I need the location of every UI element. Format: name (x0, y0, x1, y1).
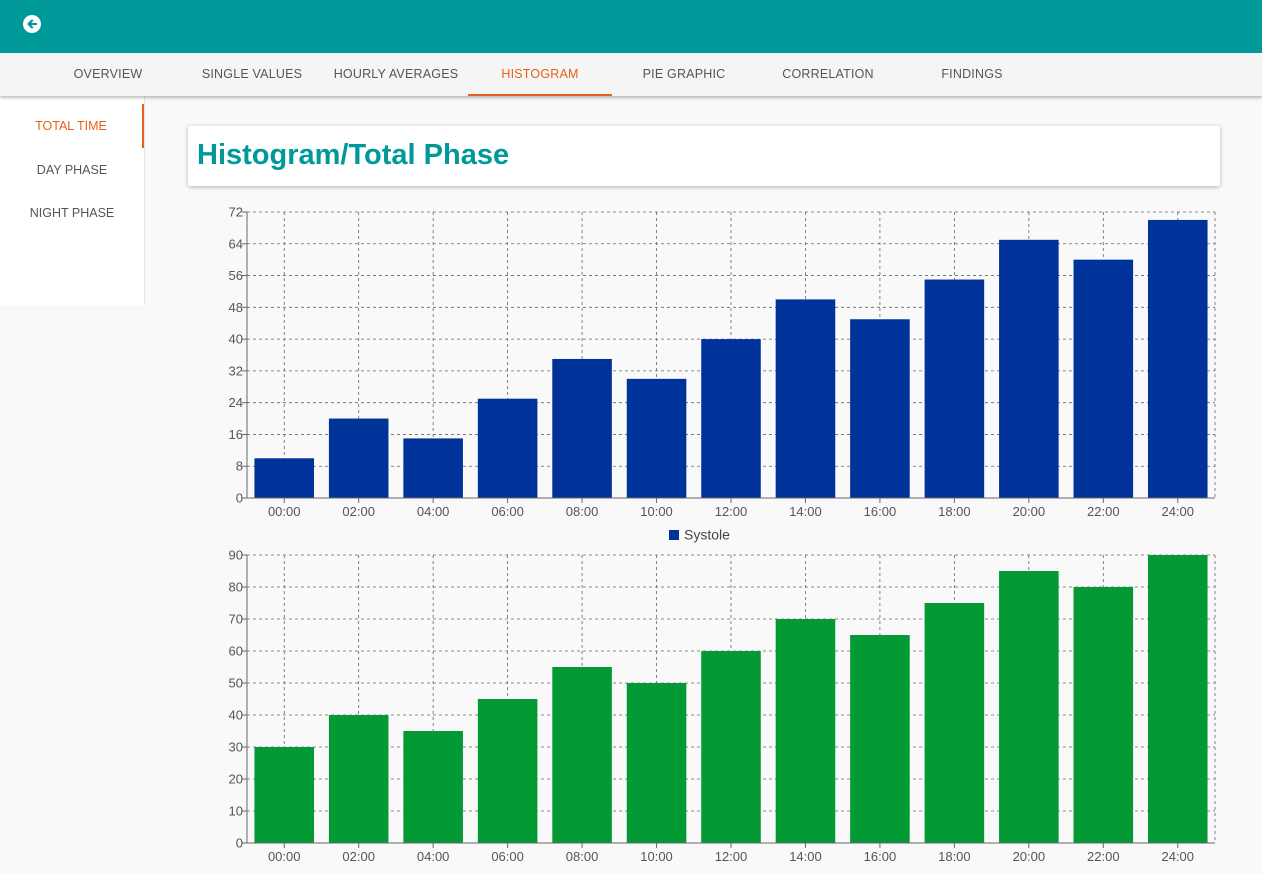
y-tick-label: 70 (229, 612, 243, 627)
tab-pie-graphic[interactable]: PIE GRAPHIC (642, 67, 726, 81)
x-tick-label: 12:00 (715, 504, 748, 519)
bar (1147, 219, 1208, 498)
y-tick-label: 32 (229, 363, 243, 378)
bar (403, 438, 463, 498)
bar (924, 603, 985, 843)
tab-correlation[interactable]: CORRELATION (782, 67, 874, 81)
bar (477, 398, 538, 498)
x-tick-label: 00:00 (268, 504, 301, 519)
x-tick-label: 06:00 (491, 504, 524, 519)
y-tick-label: 50 (229, 676, 243, 691)
bar (1073, 259, 1134, 498)
x-tick-label: 24:00 (1161, 504, 1194, 519)
page-title: Histogram/Total Phase (197, 139, 510, 171)
bar (775, 619, 836, 843)
y-tick-label: 72 (229, 205, 243, 220)
x-tick-label: 20:00 (1013, 849, 1046, 864)
x-tick-label: 04:00 (417, 849, 450, 864)
bar (775, 299, 836, 498)
x-tick-label: 16:00 (864, 504, 897, 519)
y-tick-label: 0 (236, 491, 243, 506)
y-tick-label: 8 (236, 459, 243, 474)
x-tick-label: 24:00 (1161, 849, 1194, 864)
x-tick-label: 08:00 (566, 849, 599, 864)
x-tick-label: 00:00 (268, 849, 301, 864)
tab-bar: OVERVIEW SINGLE VALUES HOURLY AVERAGES H… (0, 53, 1262, 96)
x-tick-label: 06:00 (491, 849, 524, 864)
y-tick-label: 30 (229, 740, 243, 755)
y-tick-label: 40 (229, 332, 243, 347)
tab-overview[interactable]: OVERVIEW (73, 67, 143, 81)
y-tick-label: 60 (229, 644, 243, 659)
x-tick-label: 16:00 (864, 849, 897, 864)
bar (328, 715, 389, 843)
y-tick-label: 0 (236, 836, 243, 851)
legend-label: Systole (684, 527, 730, 543)
bar (999, 571, 1059, 843)
y-tick-label: 20 (229, 772, 243, 787)
bar (999, 239, 1059, 499)
page-title-card: Histogram/Total Phase (188, 126, 1220, 186)
tab-findings[interactable]: FINDINGS (941, 67, 1003, 81)
x-tick-label: 02:00 (342, 504, 375, 519)
y-tick-label: 64 (229, 236, 243, 251)
x-tick-label: 02:00 (342, 849, 375, 864)
bar (552, 667, 612, 843)
bar (626, 683, 687, 843)
x-tick-label: 12:00 (715, 849, 748, 864)
y-tick-label: 48 (229, 300, 243, 315)
tab-hourly-averages[interactable]: HOURLY AVERAGES (333, 67, 459, 81)
bar (403, 731, 463, 843)
x-tick-label: 14:00 (789, 849, 822, 864)
sidebar-item-day-phase[interactable]: DAY PHASE (36, 163, 108, 177)
app-bar (0, 0, 1262, 53)
bar (477, 699, 538, 843)
y-tick-label: 10 (229, 804, 243, 819)
y-tick-label: 80 (229, 580, 243, 595)
x-tick-label: 20:00 (1013, 504, 1046, 519)
tab-histogram[interactable]: HISTOGRAM (468, 53, 612, 96)
x-tick-label: 22:00 (1087, 504, 1120, 519)
y-tick-label: 56 (229, 268, 243, 283)
x-tick-label: 10:00 (640, 504, 673, 519)
sidebar-item-night-phase[interactable]: NIGHT PHASE (29, 206, 115, 220)
back-button[interactable] (23, 15, 41, 33)
y-tick-label: 90 (229, 548, 243, 563)
y-tick-label: 40 (229, 708, 243, 723)
bar (701, 339, 761, 498)
bar (1073, 587, 1134, 843)
bar (626, 378, 687, 498)
x-tick-label: 22:00 (1087, 849, 1120, 864)
x-tick-label: 18:00 (938, 849, 971, 864)
bar (254, 747, 315, 843)
legend-swatch (669, 530, 679, 540)
bar (850, 319, 910, 498)
x-tick-label: 04:00 (417, 504, 450, 519)
bar (850, 635, 910, 843)
bar (924, 279, 985, 498)
bar (552, 358, 612, 498)
bar (701, 651, 761, 843)
x-tick-label: 08:00 (566, 504, 599, 519)
bar (328, 418, 389, 498)
y-tick-label: 24 (229, 395, 243, 410)
tab-single-values[interactable]: SINGLE VALUES (201, 67, 303, 81)
x-tick-label: 10:00 (640, 849, 673, 864)
bar (1147, 555, 1208, 843)
sidebar: TOTAL TIME DAY PHASE NIGHT PHASE (0, 96, 145, 305)
sidebar-item-total-time[interactable]: TOTAL TIME (0, 104, 144, 148)
x-tick-label: 18:00 (938, 504, 971, 519)
y-tick-label: 16 (229, 427, 243, 442)
x-tick-label: 14:00 (789, 504, 822, 519)
arrow-left-icon (27, 19, 38, 29)
bar (254, 458, 315, 498)
